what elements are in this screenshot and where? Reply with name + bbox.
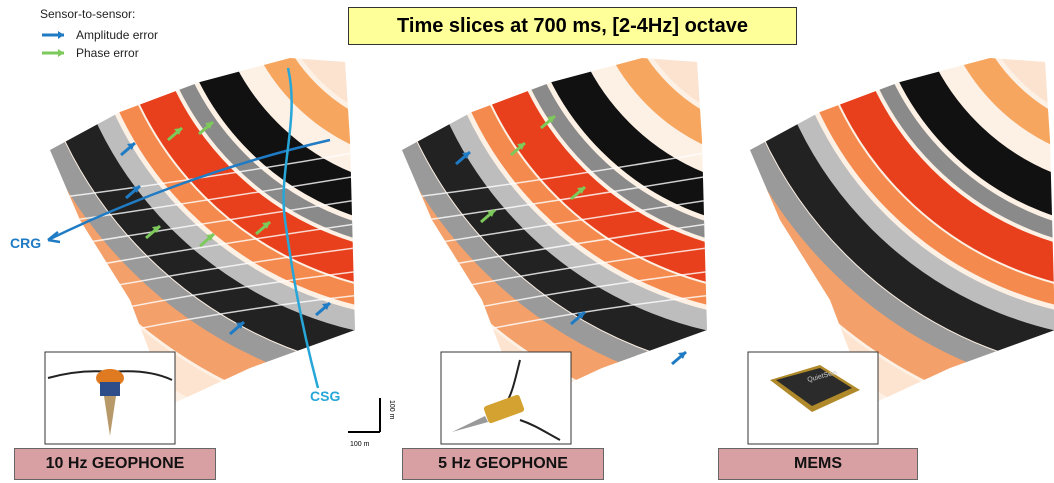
scale-label: 100 m <box>350 441 370 448</box>
legend-item: Phase error <box>76 46 139 60</box>
legend-title: Sensor-to-sensor: <box>40 7 135 21</box>
panel-label: MEMS <box>718 448 918 480</box>
legend-item: Amplitude error <box>76 28 158 42</box>
device-photo-frame <box>441 352 571 444</box>
csg-label: CSG <box>310 388 340 404</box>
seismic-panels: CRG CSG Sensor-to-sensor: Amplitude erro… <box>0 0 1054 483</box>
geophone <box>100 382 120 396</box>
legend-arrowhead <box>58 49 64 57</box>
legend-arrowhead <box>58 31 64 39</box>
crg-label: CRG <box>10 235 41 251</box>
slide: CRG CSG Sensor-to-sensor: Amplitude erro… <box>0 0 1054 483</box>
scale-label: 100 m <box>388 400 395 420</box>
panel-label: 10 Hz GEOPHONE <box>14 448 216 480</box>
title: Time slices at 700 ms, [2-4Hz] octave <box>348 7 797 45</box>
panel-label: 5 Hz GEOPHONE <box>402 448 604 480</box>
